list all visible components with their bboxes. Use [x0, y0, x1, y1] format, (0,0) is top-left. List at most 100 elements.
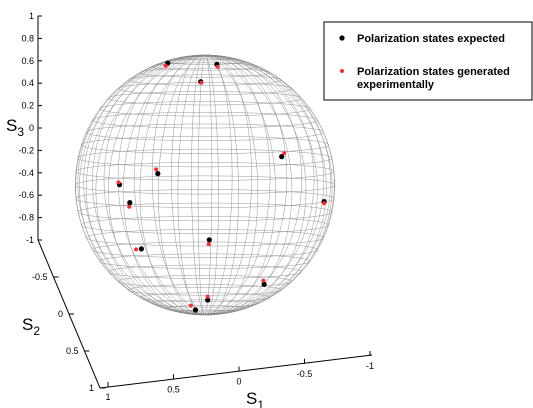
x-tick-label: 0 [236, 377, 241, 387]
longitude-line [204, 54, 315, 315]
sphere-wireframe [74, 54, 336, 316]
y-tick-label: 0.5 [66, 346, 79, 356]
marker-expected [127, 200, 133, 206]
latitude-line [99, 253, 311, 269]
z-tick-label: -1 [26, 235, 34, 245]
longitude-line [204, 55, 318, 316]
x-tick-label: -0.5 [297, 369, 313, 379]
longitude-line [204, 54, 252, 315]
marker-experimental [154, 167, 159, 172]
marker-experimental [199, 80, 204, 85]
longitude-line [79, 55, 206, 315]
legend-box [323, 21, 533, 101]
y-tick-label: 1 [89, 383, 94, 393]
z-tick-label: 0.4 [21, 78, 34, 88]
x-tick-label: 0.5 [167, 384, 180, 394]
longitude-line [92, 54, 206, 315]
latitude-line [128, 284, 282, 296]
data-markers [116, 60, 327, 313]
longitude-line [204, 55, 293, 316]
longitude-line [204, 54, 213, 315]
x-tick-label: -1 [366, 361, 374, 371]
longitude-line [77, 55, 206, 315]
longitude-line [204, 55, 219, 316]
longitude-line [139, 55, 206, 316]
y-axis-label: S2 [22, 315, 40, 338]
longitude-line [191, 54, 206, 315]
marker-experimental [282, 151, 287, 156]
y-axis-ticks: -0.5 0 0.5 1 [32, 272, 105, 393]
latitude-line [77, 148, 333, 168]
latitude-line [86, 229, 324, 247]
longitude-line [122, 55, 206, 316]
longitude-line [75, 55, 206, 315]
longitude-line [204, 55, 333, 315]
marker-experimental [163, 63, 168, 68]
latitude-line [86, 123, 324, 141]
longitude-line [117, 54, 206, 315]
z-axis-ticks: 1 0.8 0.6 0.4 0.2 0 -0.2 -0.4 -0.6 -0.8 -1 [18, 11, 42, 245]
marker-experimental [205, 294, 210, 299]
latitude-line [81, 216, 329, 234]
z-tick-label: 0.2 [21, 101, 34, 111]
z-tick-label: 0 [29, 123, 34, 133]
z-axis-label: S3 [6, 116, 24, 139]
longitude-line [151, 54, 206, 315]
latitude-line [75, 162, 335, 181]
legend-label-experimental: Polarization states generated experiment… [357, 66, 513, 91]
longitude-line [171, 54, 206, 315]
marker-experimental [322, 201, 327, 206]
z-tick-label: 1 [29, 11, 34, 21]
longitude-line [204, 54, 271, 315]
marker-expected [205, 297, 211, 303]
y-tick-label: -0.5 [32, 272, 48, 282]
longitude-line [197, 55, 206, 316]
longitude-line [204, 54, 288, 315]
longitude-line [83, 55, 206, 315]
longitude-line [177, 55, 206, 316]
z-tick-label: -0.4 [18, 168, 34, 178]
legend-marker-expected [339, 35, 345, 41]
x-axis-label: S1 [246, 389, 264, 408]
marker-expected [155, 171, 161, 177]
longitude-line [204, 54, 302, 315]
z-tick-label: -0.8 [18, 213, 34, 223]
z-tick-label: -0.2 [18, 145, 34, 155]
marker-experimental [261, 278, 266, 283]
longitude-line [204, 55, 325, 315]
legend-label-expected: Polarization states expected [357, 33, 505, 45]
latitude-line [75, 189, 335, 208]
z-tick-label: 0.8 [21, 33, 34, 43]
longitude-line [158, 55, 206, 316]
marker-experimental [116, 180, 121, 185]
marker-expected [206, 237, 212, 243]
latitude-line [77, 202, 333, 222]
longitude-line [134, 54, 206, 315]
longitude-line [204, 55, 276, 316]
marker-experimental [127, 204, 132, 209]
marker-expected [192, 307, 199, 313]
longitude-line [204, 55, 331, 315]
marker-experimental [206, 242, 211, 247]
x-axis-ticks: 1 0.5 0 -0.5 -1 [105, 351, 374, 402]
legend: Polarization states expected Polarizatio… [323, 21, 533, 101]
longitude-line [85, 55, 206, 315]
longitude-line [204, 55, 307, 316]
longitude-line [204, 55, 335, 315]
marker-experimental [188, 303, 193, 308]
legend-marker-experimental [340, 69, 344, 73]
latitude-line [99, 101, 311, 117]
longitude-line [103, 54, 206, 315]
z-tick-label: 0.6 [21, 56, 34, 66]
marker-expected [138, 246, 144, 252]
longitude-line [204, 55, 259, 316]
longitude-line [95, 55, 206, 316]
marker-expected [279, 154, 285, 160]
marker-experimental [215, 64, 220, 69]
x-axis-line [99, 354, 373, 389]
marker-expected [261, 281, 267, 287]
marker-experimental [134, 247, 138, 252]
latitude-line [81, 136, 329, 154]
x-tick-label: 1 [105, 392, 110, 402]
